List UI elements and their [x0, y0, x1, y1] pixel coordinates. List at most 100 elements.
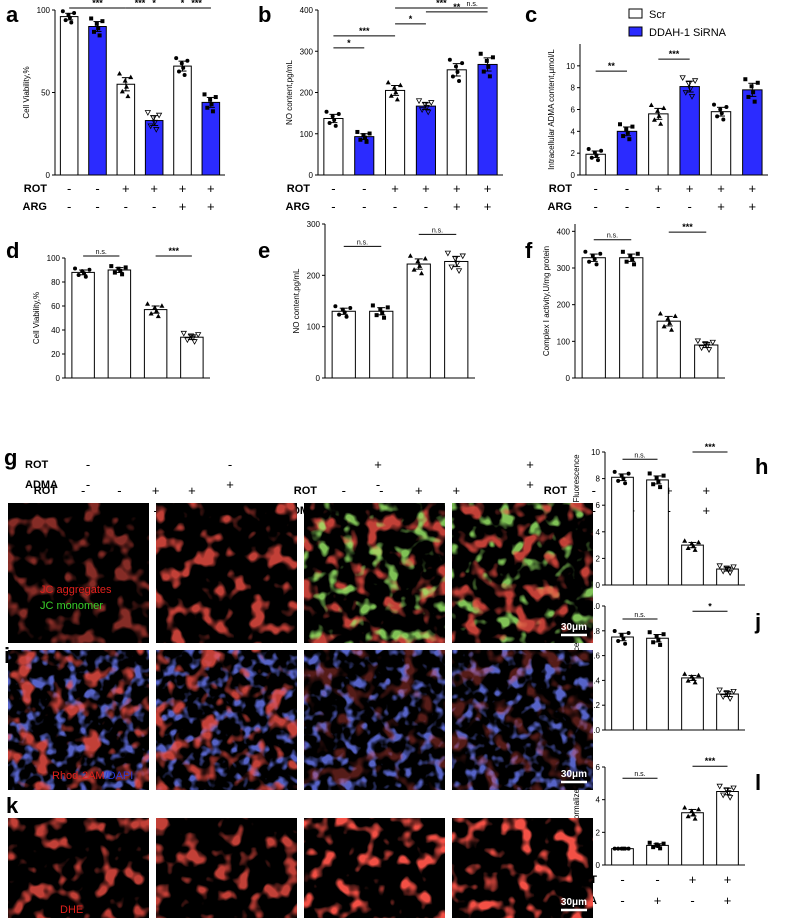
condition-sign: +: [207, 181, 215, 196]
data-point: [624, 126, 629, 131]
data-point: [726, 696, 734, 702]
data-point: [647, 840, 652, 845]
data-point: [690, 811, 696, 816]
data-point: [669, 327, 675, 332]
condition-label: ARG: [548, 201, 572, 213]
bar: [742, 89, 763, 176]
data-point: [689, 808, 695, 813]
legend-label-scr: Scr: [649, 9, 666, 21]
significance-label: n.s.: [634, 452, 645, 459]
y-tick-label: 2: [571, 149, 576, 158]
legend-swatch-sirna: [628, 26, 643, 37]
data-point: [60, 9, 65, 14]
data-point: [418, 107, 426, 113]
condition-label: ROT: [25, 459, 49, 471]
panel-letter-i: i: [4, 643, 10, 668]
data-point: [721, 117, 726, 122]
data-point: [682, 671, 688, 676]
data-point: [661, 473, 666, 478]
y-axis-label: ROS production (normalized to control): [572, 746, 581, 885]
condition-sign: -: [362, 199, 366, 214]
data-point: [184, 337, 191, 344]
data-point: [688, 94, 696, 100]
condition-sign: +: [526, 457, 534, 472]
data-point: [592, 257, 597, 262]
condition-sign: +: [122, 181, 130, 196]
condition-sign: +: [717, 181, 725, 196]
data-point: [382, 315, 387, 320]
data-point: [725, 790, 732, 796]
data-point: [752, 99, 757, 104]
bar: [716, 693, 739, 731]
scale-bar-label: 30μm: [561, 622, 587, 633]
condition-sign: -: [655, 872, 659, 887]
data-point: [696, 672, 702, 678]
data-point: [337, 312, 342, 317]
data-point: [125, 93, 131, 99]
y-tick-label: 8: [571, 84, 576, 93]
data-point: [191, 339, 198, 345]
data-point: [725, 692, 732, 699]
bar: [180, 336, 204, 379]
significance-label: n.s.: [96, 249, 107, 256]
y-tick-label: 2: [596, 828, 601, 837]
data-point: [73, 266, 78, 271]
data-point: [656, 637, 661, 642]
data-point: [755, 80, 760, 85]
condition-label: ARG: [23, 201, 47, 213]
significance-label: ***: [135, 0, 146, 8]
bar: [619, 257, 644, 379]
condition-label: ROT: [294, 485, 318, 497]
y-tick-label: 300: [557, 264, 571, 273]
condition-sign: +: [484, 199, 492, 214]
data-point: [656, 479, 661, 484]
significance-label: **: [453, 2, 461, 12]
data-point: [185, 58, 190, 63]
condition-sign: +: [689, 872, 697, 887]
condition-sign: +: [188, 483, 196, 498]
data-point: [647, 630, 652, 635]
data-point: [122, 78, 128, 83]
data-point: [87, 267, 92, 272]
data-point: [685, 678, 691, 683]
data-point: [330, 114, 335, 119]
data-point: [391, 85, 397, 90]
bar: [611, 848, 634, 866]
y-axis-label: Intracellular ADMA content,μmol/L: [547, 49, 556, 170]
data-point: [344, 314, 349, 319]
legend-swatch-scr: [628, 8, 643, 19]
data-point: [452, 256, 459, 263]
data-point: [715, 114, 720, 119]
data-point: [336, 112, 341, 117]
y-axis-label: NO content,pg/mL: [292, 268, 301, 333]
data-point: [119, 88, 125, 94]
data-point: [423, 104, 430, 111]
bar: [679, 86, 700, 176]
significance-label: ***: [436, 0, 447, 8]
stain-label-sep: /: [105, 770, 109, 782]
data-point: [388, 93, 394, 98]
data-point: [422, 255, 428, 261]
data-point: [202, 92, 207, 97]
panel-letter-a: a: [6, 2, 19, 27]
data-point: [333, 123, 338, 128]
data-point: [648, 102, 654, 108]
data-point: [397, 82, 403, 88]
panel-letter-c: c: [525, 2, 537, 27]
bar: [694, 344, 719, 379]
data-point: [726, 570, 734, 576]
data-point: [694, 338, 702, 345]
significance-label: *: [181, 0, 185, 8]
y-tick-label: 0: [571, 171, 576, 180]
data-point: [425, 109, 432, 116]
bar: [648, 113, 669, 176]
data-point: [743, 77, 748, 82]
data-point: [705, 347, 713, 353]
data-point: [651, 845, 656, 850]
data-point: [598, 251, 603, 256]
data-point: [586, 146, 591, 151]
data-point: [690, 676, 696, 681]
y-tick-label: 400: [300, 6, 314, 15]
data-point: [82, 271, 87, 276]
micrograph-k-1: [8, 818, 149, 918]
